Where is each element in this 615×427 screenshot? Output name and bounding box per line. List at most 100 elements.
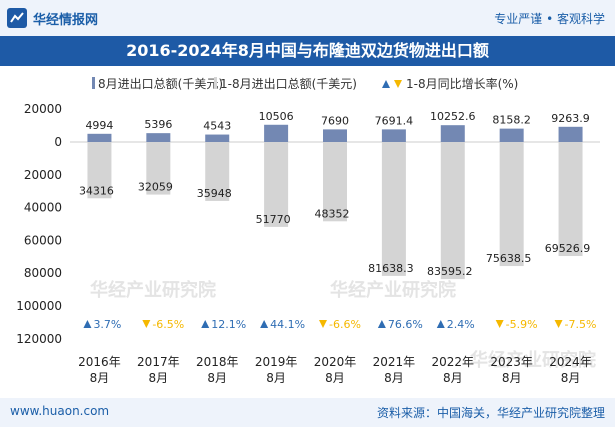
monthly-data-label: 7690 (321, 114, 349, 127)
x-category-label: 2017年 (137, 355, 180, 369)
cumulative-data-label: 51770 (256, 213, 291, 226)
monthly-data-label: 10252.6 (430, 110, 476, 123)
cumulative-bar (264, 142, 289, 227)
x-category-label: 2024年 (549, 355, 592, 369)
y-tick-label: 120000 (16, 332, 62, 346)
cumulative-data-label: 32059 (138, 181, 173, 194)
y-tick-label: 80000 (24, 266, 62, 280)
growth-rate-label: -6.5% (152, 318, 184, 331)
cumulative-data-label: 35948 (197, 187, 232, 200)
cumulative-bar (205, 142, 230, 201)
growth-rate-label: 44.1% (270, 318, 305, 331)
x-category-label-month: 8月 (90, 371, 110, 385)
monthly-bar (558, 126, 583, 142)
cumulative-data-label: 34316 (79, 184, 114, 197)
y-tick-label: 100000 (16, 299, 62, 313)
legend-label: 1-8月同比增长率(%) (406, 76, 518, 91)
growth-up-icon (83, 320, 92, 328)
growth-rate-label: 3.7% (93, 318, 121, 331)
growth-rate-label: 12.1% (211, 318, 246, 331)
y-tick-label: 40000 (24, 201, 62, 215)
x-category-label-month: 8月 (149, 371, 169, 385)
cumulative-bar (323, 142, 347, 222)
huajing-logo-icon (7, 8, 27, 28)
monthly-bar (146, 133, 171, 142)
cumulative-data-label: 81638.3 (368, 262, 414, 275)
y-tick-label: 20000 (24, 102, 62, 116)
legend-up-triangle (382, 80, 390, 88)
header-bar: 华经情报网 专业严谨 • 客观科学 (0, 0, 615, 36)
chart: 华经产业研究院 华经产业研究院华经产业研究院8月进出口总额(千美元)1-8月进出口… (16, 76, 600, 385)
x-category-label: 2020年 (314, 355, 357, 369)
monthly-bar (87, 133, 112, 142)
growth-rate-label: -7.5% (565, 318, 597, 331)
x-category-label-month: 8月 (384, 371, 404, 385)
monthly-data-label: 4994 (85, 119, 113, 132)
monthly-bar (381, 129, 406, 142)
growth-rate-label: -6.6% (329, 318, 361, 331)
legend-label: 8月进出口总额(千美元) (98, 77, 223, 91)
cumulative-bar (440, 142, 465, 280)
watermark-text: 华经产业研究院 (90, 279, 216, 301)
cumulative-data-label: 48352 (315, 207, 350, 220)
growth-up-icon (377, 320, 386, 328)
x-category-label: 2018年 (196, 355, 239, 369)
tagline: 专业严谨 • 客观科学 (494, 12, 605, 26)
growth-up-icon (260, 320, 269, 328)
y-tick-label: 60000 (24, 233, 62, 247)
legend-down-triangle (394, 80, 402, 88)
monthly-data-label: 8158.2 (492, 114, 531, 127)
source-note: 资料来源：中国海关，华经产业研究院整理 (376, 406, 605, 420)
monthly-data-label: 9263.9 (551, 112, 590, 125)
monthly-data-label: 4543 (203, 120, 231, 133)
cumulative-data-label: 83595.2 (427, 265, 473, 278)
monthly-bar (499, 128, 524, 142)
x-category-label-month: 8月 (325, 371, 345, 385)
x-category-label-month: 8月 (266, 371, 286, 385)
chart-title: 2016-2024年8月中国与布隆迪双边货物进出口额 (126, 41, 489, 60)
growth-down-icon (554, 320, 563, 328)
growth-down-icon (319, 320, 327, 328)
growth-rate-label: -5.9% (506, 318, 538, 331)
x-category-label-month: 8月 (207, 371, 227, 385)
cumulative-bar (558, 142, 583, 257)
growth-up-icon (201, 320, 210, 328)
legend-swatch (92, 77, 95, 89)
website-link[interactable]: www.huaon.com (10, 404, 110, 418)
cumulative-bar (499, 142, 524, 267)
cumulative-bar (146, 142, 171, 195)
growth-up-icon (436, 320, 445, 328)
monthly-data-label: 7691.4 (375, 114, 414, 127)
growth-rate-label: 2.4% (447, 318, 475, 331)
footer-bar: www.huaon.com 资料来源：中国海关，华经产业研究院整理 (0, 398, 615, 427)
growth-down-icon (142, 320, 151, 328)
growth-down-icon (495, 320, 504, 328)
monthly-data-label: 5396 (144, 118, 172, 131)
cumulative-data-label: 75638.5 (486, 252, 532, 265)
cumulative-bar (381, 142, 406, 276)
monthly-bar (264, 124, 289, 142)
monthly-bar (205, 134, 230, 142)
monthly-data-label: 10506 (259, 110, 294, 123)
legend-label: 1-8月进出口总额(千美元) (220, 77, 357, 91)
cumulative-bar (87, 142, 112, 199)
legend-swatch (214, 77, 217, 89)
watermark-text: 华经产业研究院 (470, 349, 596, 371)
brand-name: 华经情报网 (33, 13, 99, 28)
x-category-label-month: 8月 (502, 371, 522, 385)
title-bar: 2016-2024年8月中国与布隆迪双边货物进出口额 (0, 36, 615, 66)
monthly-bar (440, 125, 465, 142)
x-category-label-month: 8月 (443, 371, 463, 385)
x-category-label: 2022年 (432, 355, 475, 369)
x-category-label: 2019年 (255, 355, 298, 369)
x-category-label-month: 8月 (561, 371, 581, 385)
x-category-label: 2021年 (373, 355, 416, 369)
x-category-label: 2023年 (490, 355, 533, 369)
y-tick-label: 0 (54, 135, 62, 149)
monthly-bar (323, 129, 347, 142)
growth-rate-label: 76.6% (388, 318, 423, 331)
cumulative-data-label: 69526.9 (545, 242, 591, 255)
x-category-label: 2016年 (78, 355, 121, 369)
y-tick-label: 20000 (24, 168, 62, 182)
watermark-text: 华经产业研究院 (330, 279, 456, 301)
